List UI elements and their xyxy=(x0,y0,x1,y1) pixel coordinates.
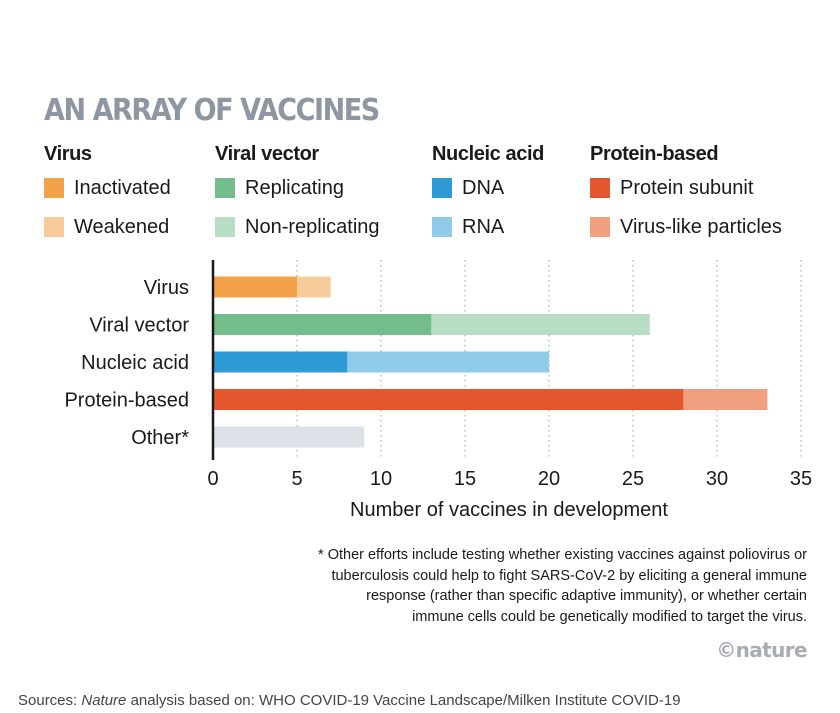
bar-segment xyxy=(213,314,432,335)
legend-label: Non-replicating xyxy=(245,216,380,238)
legend-label: Protein subunit xyxy=(620,177,754,199)
footnote: * Other efforts include testing whether … xyxy=(207,545,807,627)
x-tick-label: 5 xyxy=(291,468,302,490)
legend-swatch xyxy=(432,217,452,237)
x-tick-label: 35 xyxy=(790,468,812,490)
category-label: Virus xyxy=(144,277,189,299)
category-label: Viral vector xyxy=(89,315,189,337)
legend-swatch xyxy=(44,178,64,198)
category-label: Other* xyxy=(131,427,189,449)
chart-title: AN ARRAY OF VACCINES xyxy=(44,93,380,128)
legend-group-title: Virus xyxy=(44,143,92,165)
x-tick-label: 30 xyxy=(706,468,728,490)
bar-segment xyxy=(297,276,331,298)
bar-segment xyxy=(213,426,365,448)
chart-figure: AN ARRAY OF VACCINES Virus Inactivated Wea… xyxy=(44,93,812,662)
x-tick-label: 0 xyxy=(207,468,218,490)
legend-group-title: Nucleic acid xyxy=(432,143,544,165)
x-axis-title: Number of vaccines in development xyxy=(350,499,668,521)
legend-label: DNA xyxy=(462,177,505,199)
legend-label: Virus-like particles xyxy=(620,216,782,238)
bar-chart: Virus Viral vector Nucleic acid Protein-bas… xyxy=(64,260,812,521)
legend-label: Replicating xyxy=(245,177,344,199)
footnote-line: immune cells could be genetically modifi… xyxy=(412,608,807,625)
x-tick-label: 25 xyxy=(622,468,644,490)
legend-swatch xyxy=(215,178,235,198)
sources-prefix: Sources: xyxy=(18,692,82,709)
bar-segment xyxy=(683,389,768,410)
footnote-line: tuberculosis could help to fight SARS-Co… xyxy=(331,567,807,584)
legend-swatch xyxy=(432,178,452,198)
legend-swatch xyxy=(215,217,235,237)
bar-segment xyxy=(347,351,549,373)
legend-swatch xyxy=(590,178,610,198)
x-tick-label: 10 xyxy=(370,468,392,490)
x-tick-label: 15 xyxy=(454,468,476,490)
category-label: Protein-based xyxy=(64,390,189,412)
nature-logo: ©nature xyxy=(716,638,807,662)
legend-label: RNA xyxy=(462,216,505,238)
bar-segment xyxy=(431,314,650,335)
bar-segment xyxy=(213,276,297,298)
legend-label: Inactivated xyxy=(74,177,171,199)
legend-label: Weakened xyxy=(74,216,170,238)
sources-caption: Sources: Nature analysis based on: WHO C… xyxy=(18,692,681,709)
sources-rest: analysis based on: WHO COVID-19 Vaccine … xyxy=(126,692,681,709)
footnote-line: response (rather than specific adaptive … xyxy=(366,588,807,604)
legend-swatch xyxy=(590,217,610,237)
footnote-line: * Other efforts include testing whether … xyxy=(318,547,807,563)
x-tick-label: 20 xyxy=(538,468,560,490)
legend-group-title: Protein-based xyxy=(590,143,719,165)
legend-swatch xyxy=(44,217,64,237)
bar-segment xyxy=(213,351,348,373)
bar-segment xyxy=(213,389,684,410)
legend-group-title: Viral vector xyxy=(215,143,319,165)
sources-italic: Nature xyxy=(81,692,127,709)
category-label: Nucleic acid xyxy=(81,352,189,374)
